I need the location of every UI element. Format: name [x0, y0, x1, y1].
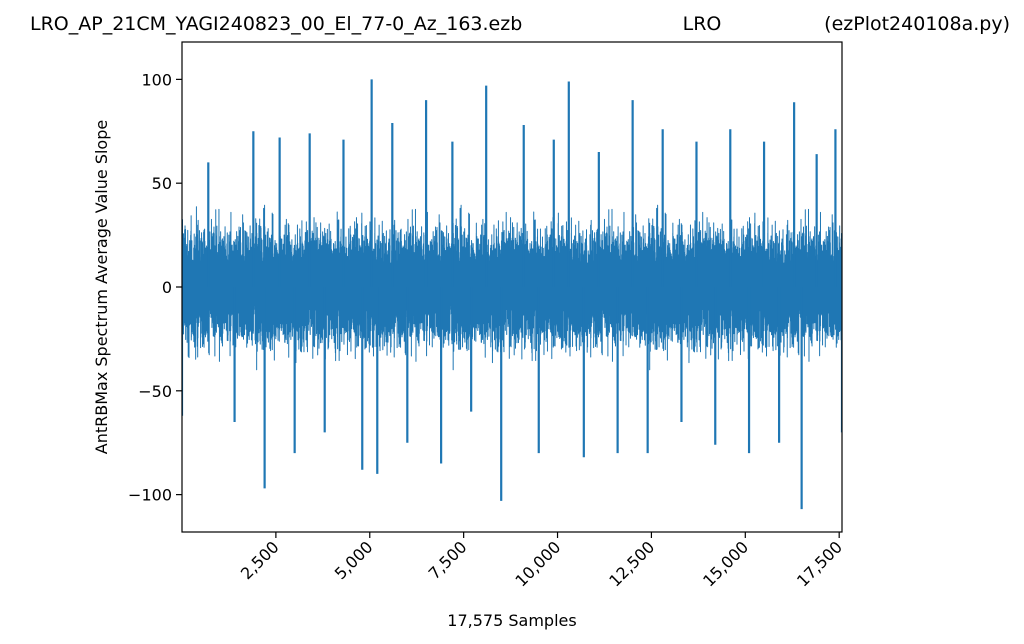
chart-title-filename: LRO_AP_21CM_YAGI240823_00_El_77-0_Az_163…: [30, 13, 522, 35]
y-tick-label: −50: [138, 382, 172, 401]
x-axis-label: 17,575 Samples: [447, 611, 576, 630]
chart-title-script: (ezPlot240108a.py): [824, 13, 1010, 35]
y-axis-label: AntRBMax Spectrum Average Value Slope: [92, 120, 111, 454]
y-tick-label: −100: [128, 486, 172, 505]
y-tick-label: 100: [141, 70, 172, 89]
series-line: [182, 204, 842, 371]
y-tick-label: 50: [152, 174, 172, 193]
plot-area: [182, 79, 842, 510]
y-tick-label: 0: [162, 278, 172, 297]
chart-title-site: LRO: [683, 13, 722, 35]
y-axis: 100 50 0 −50 −100: [128, 70, 182, 505]
